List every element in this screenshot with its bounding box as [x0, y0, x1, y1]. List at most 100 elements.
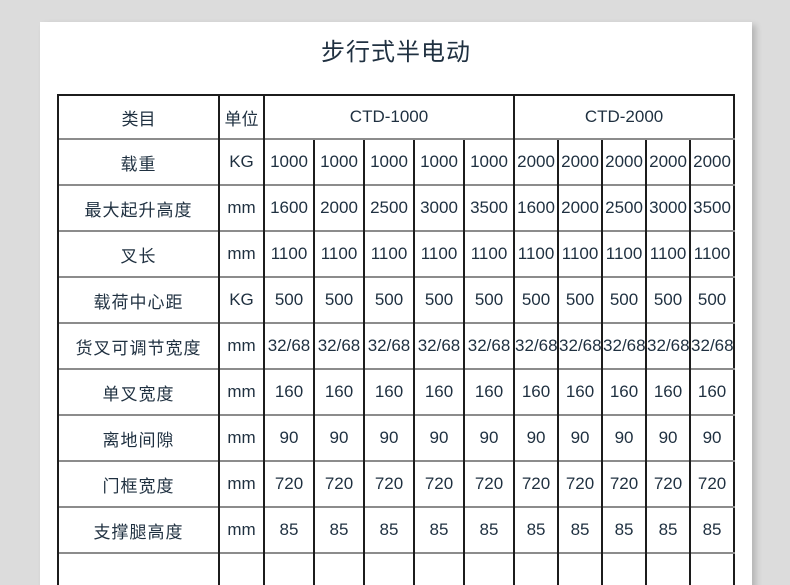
spec-value-cell: 720 — [462, 460, 515, 507]
spec-value-cell: 500 — [363, 276, 414, 323]
spec-value-cell: 1100 — [601, 230, 647, 277]
spec-value-cell: 720 — [557, 460, 603, 507]
spec-value-cell: 500 — [513, 276, 559, 323]
spec-value-cell: 32/68 — [462, 322, 515, 369]
row-unit: mm — [218, 322, 264, 369]
spec-value-cell: 85 — [513, 506, 559, 553]
page-title: 步行式半电动 — [321, 39, 471, 66]
row-label: 载重 — [57, 138, 219, 185]
spec-value-cell: 2000 — [313, 184, 364, 231]
spec-value-cell: 3000 — [413, 184, 464, 231]
row-unit: mm — [218, 460, 264, 507]
spec-value-cell: 1100 — [413, 230, 464, 277]
col-header-category: 类目 — [57, 95, 219, 139]
row-label — [57, 552, 219, 585]
table-row: 支撑腿高度 mm 85 85 85 85 85 85 85 85 85 85 — [57, 506, 735, 553]
spec-value-cell: 90 — [513, 414, 559, 461]
spec-value-cell: 85 — [363, 506, 414, 553]
row-label: 叉长 — [57, 230, 219, 277]
spec-value-cell: 90 — [363, 414, 414, 461]
spec-value-cell: 1000 — [263, 138, 314, 185]
spec-value-cell: 1000 — [313, 138, 364, 185]
spec-value-cell — [689, 552, 735, 585]
spec-value-cell: 85 — [557, 506, 603, 553]
spec-value-cell: 720 — [413, 460, 464, 507]
spec-value-cell: 3500 — [462, 184, 515, 231]
spec-value-cell: 500 — [689, 276, 735, 323]
row-unit: mm — [218, 230, 264, 277]
spec-value-cell: 500 — [462, 276, 515, 323]
spec-value-cell: 720 — [263, 460, 314, 507]
row-unit: mm — [218, 506, 264, 553]
spec-value-cell: 160 — [363, 368, 414, 415]
spec-value-cell: 1600 — [263, 184, 314, 231]
spec-value-cell: 85 — [313, 506, 364, 553]
spec-value-cell: 1100 — [462, 230, 515, 277]
row-label: 载荷中心距 — [57, 276, 219, 323]
spec-value-cell: 90 — [557, 414, 603, 461]
row-unit: mm — [218, 184, 264, 231]
spec-value-cell: 2000 — [557, 184, 603, 231]
row-label: 门框宽度 — [57, 460, 219, 507]
row-unit — [218, 552, 264, 585]
table-row: 最大起升高度 mm 1600 2000 2500 3000 3500 1600 2000 2500… — [57, 184, 735, 231]
spec-value-cell: 720 — [601, 460, 647, 507]
spec-value-cell: 720 — [689, 460, 735, 507]
spec-value-cell: 85 — [645, 506, 691, 553]
document-page: 步行式半电动 类目 单位 CTD-1000 CTD-2000 载重 KG 1000 1… — [40, 22, 752, 585]
spec-value-cell: 1000 — [462, 138, 515, 185]
spec-value-cell: 1000 — [363, 138, 414, 185]
spec-value-cell: 1100 — [363, 230, 414, 277]
spec-value-cell: 720 — [645, 460, 691, 507]
header-row: 类目 单位 CTD-1000 CTD-2000 — [57, 95, 735, 139]
spec-value-cell: 500 — [313, 276, 364, 323]
row-unit: mm — [218, 414, 264, 461]
spec-value-cell: 90 — [413, 414, 464, 461]
spec-value-cell: 85 — [462, 506, 515, 553]
spec-value-cell: 160 — [413, 368, 464, 415]
spec-value-cell: 32/68 — [263, 322, 314, 369]
spec-value-cell — [557, 552, 603, 585]
spec-table-header: 类目 单位 CTD-1000 CTD-2000 — [57, 95, 735, 139]
spec-value-cell: 1100 — [513, 230, 559, 277]
partial-table-row — [57, 552, 735, 585]
spec-value-cell: 160 — [462, 368, 515, 415]
spec-value-cell: 90 — [263, 414, 314, 461]
spec-value-cell: 2000 — [513, 138, 559, 185]
spec-value-cell: 160 — [557, 368, 603, 415]
row-label: 单叉宽度 — [57, 368, 219, 415]
spec-value-cell: 85 — [689, 506, 735, 553]
spec-value-cell: 2500 — [601, 184, 647, 231]
spec-value-cell: 1600 — [513, 184, 559, 231]
table-row: 单叉宽度 mm 160 160 160 160 160 160 160 160 160 160 — [57, 368, 735, 415]
row-unit: mm — [218, 368, 264, 415]
spec-value-cell: 720 — [363, 460, 414, 507]
spec-value-cell: 500 — [263, 276, 314, 323]
spec-value-cell: 32/68 — [363, 322, 414, 369]
spec-value-cell: 85 — [263, 506, 314, 553]
spec-value-cell: 2000 — [689, 138, 735, 185]
spec-value-cell — [363, 552, 414, 585]
table-row: 门框宽度 mm 720 720 720 720 720 720 720 720 720 720 — [57, 460, 735, 507]
table-row: 货叉可调节宽度 mm 32/68 32/68 32/68 32/68 32/68 32/68 3… — [57, 322, 735, 369]
spec-value-cell: 1100 — [557, 230, 603, 277]
spec-value-cell: 2000 — [645, 138, 691, 185]
spec-value-cell: 500 — [601, 276, 647, 323]
spec-value-cell: 90 — [645, 414, 691, 461]
spec-value-cell — [513, 552, 559, 585]
spec-value-cell: 3000 — [645, 184, 691, 231]
spec-value-cell: 32/68 — [413, 322, 464, 369]
spec-value-cell: 720 — [313, 460, 364, 507]
spec-value-cell: 1000 — [413, 138, 464, 185]
spec-value-cell: 3500 — [689, 184, 735, 231]
table-row: 叉长 mm 1100 1100 1100 1100 1100 1100 1100 1100 1100… — [57, 230, 735, 277]
row-label: 离地间隙 — [57, 414, 219, 461]
spec-value-cell: 160 — [313, 368, 364, 415]
spec-value-cell: 90 — [462, 414, 515, 461]
row-label: 最大起升高度 — [57, 184, 219, 231]
spec-value-cell: 1100 — [313, 230, 364, 277]
table-row: 载重 KG 1000 1000 1000 1000 1000 2000 2000 2000 2000… — [57, 138, 735, 185]
spec-value-cell: 160 — [263, 368, 314, 415]
spec-value-cell — [645, 552, 691, 585]
